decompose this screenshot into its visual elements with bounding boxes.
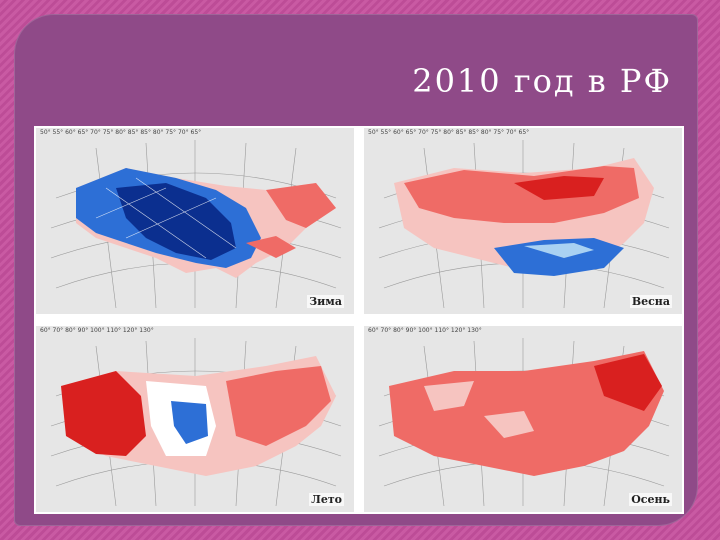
season-label: Лето <box>309 493 344 506</box>
map-grid: 50° 55° 60° 65° 70° 75° 80° 85° 85° 80° … <box>34 126 684 514</box>
longitude-labels: 60° 70° 80° 90° 100° 110° 120° 130° <box>368 327 482 334</box>
longitude-labels: 60° 70° 80° 90° 100° 110° 120° 130° <box>40 327 154 334</box>
map-spring: 50° 55° 60° 65° 70° 75° 80° 85° 85° 80° … <box>364 128 682 314</box>
slide-title: 2010 год в РФ <box>412 62 672 100</box>
longitude-labels: 50° 55° 60° 65° 70° 75° 80° 85° 85° 80° … <box>368 129 530 136</box>
longitude-labels: 50° 55° 60° 65° 70° 75° 80° 85° 85° 80° … <box>40 129 202 136</box>
anomaly-map-autumn <box>378 338 670 507</box>
season-label: Осень <box>629 493 672 506</box>
map-autumn: 60° 70° 80° 90° 100° 110° 120° 130° Осен… <box>364 326 682 512</box>
season-label: Весна <box>629 295 672 308</box>
map-summer: 60° 70° 80° 90° 100° 110° 120° 130° Лето <box>36 326 354 512</box>
season-label: Зима <box>307 295 344 308</box>
anomaly-map-summer <box>50 338 342 507</box>
map-winter: 50° 55° 60° 65° 70° 75° 80° 85° 85° 80° … <box>36 128 354 314</box>
anomaly-map-winter <box>50 140 342 309</box>
anomaly-map-spring <box>378 140 670 309</box>
